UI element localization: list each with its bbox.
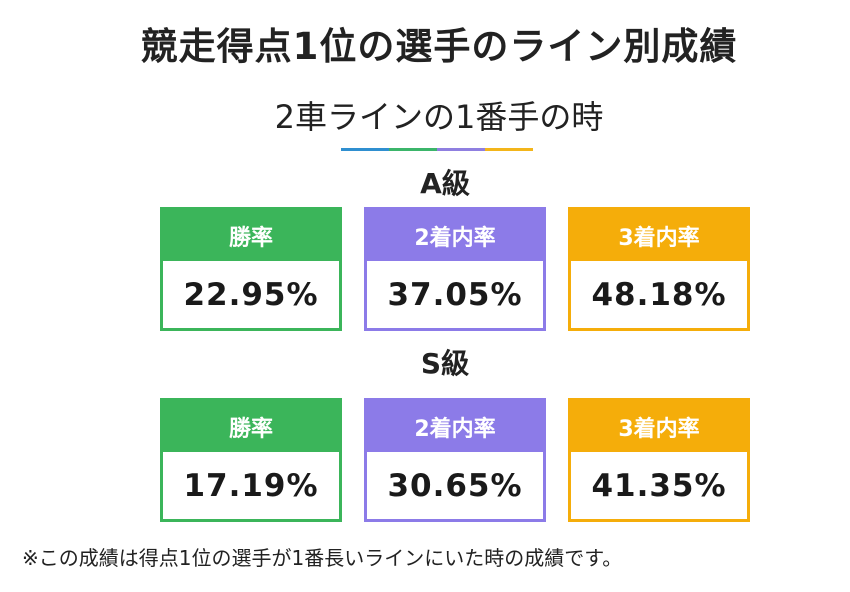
card-s-win-rate: 勝率 17.19% xyxy=(160,398,342,522)
card-header: 2着内率 xyxy=(367,210,543,261)
card-value: 37.05% xyxy=(387,276,523,313)
card-header: 3着内率 xyxy=(571,401,747,452)
card-s-top3-rate: 3着内率 41.35% xyxy=(568,398,750,522)
card-s-top2-rate: 2着内率 30.65% xyxy=(364,398,546,522)
card-a-top2-rate: 2着内率 37.05% xyxy=(364,207,546,331)
card-value: 30.65% xyxy=(387,467,523,504)
card-value: 22.95% xyxy=(183,276,319,313)
card-value: 41.35% xyxy=(591,467,727,504)
card-header: 勝率 xyxy=(163,210,339,261)
card-header: 2着内率 xyxy=(367,401,543,452)
accent-segment-purple xyxy=(437,148,485,151)
card-a-top3-rate: 3着内率 48.18% xyxy=(568,207,750,331)
accent-segment-orange xyxy=(485,148,533,151)
card-header: 3着内率 xyxy=(571,210,747,261)
footnote: ※この成績は得点1位の選手が1番長いラインにいた時の成績です。 xyxy=(22,546,623,570)
grade-label-s: S級 xyxy=(420,347,470,380)
card-value: 48.18% xyxy=(591,276,727,313)
grade-label-a: A級 xyxy=(420,167,470,200)
card-a-win-rate: 勝率 22.95% xyxy=(160,207,342,331)
page-title: 競走得点1位の選手のライン別成績 xyxy=(140,25,738,68)
card-header: 勝率 xyxy=(163,401,339,452)
accent-divider xyxy=(341,148,533,151)
card-value: 17.19% xyxy=(183,467,319,504)
accent-segment-blue xyxy=(341,148,389,151)
accent-segment-green xyxy=(389,148,437,151)
page-subtitle: 2車ラインの1番手の時 xyxy=(274,98,604,136)
